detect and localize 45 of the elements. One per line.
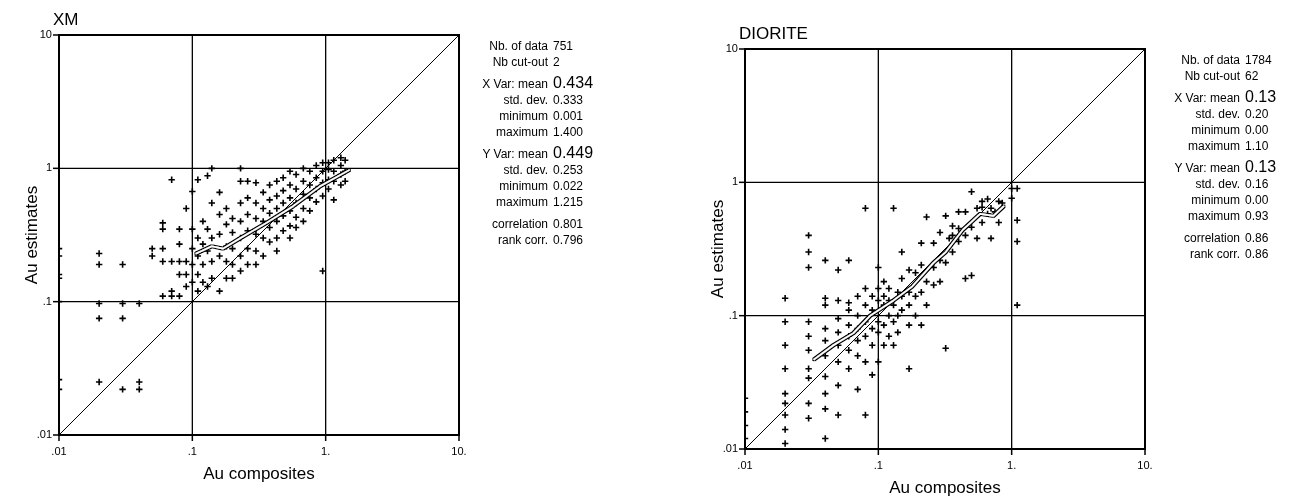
text: maximum 1.400 <box>495 125 584 139</box>
y-tick-label: .1 <box>42 294 52 307</box>
text: Nb. of data 1784 <box>1181 53 1273 67</box>
y-axis-title: Au estimates <box>708 199 727 299</box>
x-tick-label: .1 <box>873 459 883 471</box>
x-tick-label: .01 <box>51 445 67 457</box>
text: Nb cut-out 2 <box>492 55 560 69</box>
y-tick-label: 1 <box>731 175 738 188</box>
y-tick-label: 1 <box>45 161 52 174</box>
text: Nb. of data 751 <box>489 39 574 53</box>
x-tick-label: 1. <box>1007 459 1017 471</box>
text: std. dev. 0.253 <box>503 163 584 177</box>
text: maximum 0.93 <box>1187 209 1269 223</box>
text: std. dev. 0.16 <box>1195 177 1269 191</box>
text: correlation 0.86 <box>1183 231 1269 245</box>
text: minimum 0.00 <box>1191 123 1269 137</box>
chart-title: XM <box>53 10 79 29</box>
text: maximum 1.215 <box>495 195 584 209</box>
text: minimum 0.022 <box>499 179 584 193</box>
x-tick-label: .01 <box>737 459 753 471</box>
text: Nb cut-out 62 <box>1184 69 1259 83</box>
text: rank corr. 0.86 <box>1189 247 1269 261</box>
x-tick-label: 10. <box>451 445 467 457</box>
x-tick-label: 10. <box>1137 459 1153 471</box>
chart-title: DIORITE <box>739 24 808 43</box>
text: maximum 1.10 <box>1187 139 1269 153</box>
text: minimum 0.00 <box>1191 193 1269 207</box>
text: std. dev. 0.20 <box>1195 107 1269 121</box>
y-axis-title: Au estimates <box>22 185 41 285</box>
text: minimum 0.001 <box>499 109 584 123</box>
y-tick-label: .01 <box>36 427 52 440</box>
text: rank corr. 0.796 <box>497 233 584 247</box>
x-tick-label: .1 <box>187 445 197 457</box>
x-tick-label: 1. <box>321 445 331 457</box>
x-axis-title: Au composites <box>889 478 1001 497</box>
text: std. dev. 0.333 <box>503 93 584 107</box>
text: X Var: mean 0.434 <box>482 74 594 91</box>
text: Y Var: mean 0.449 <box>482 144 594 161</box>
text: Y Var: mean 0.13 <box>1174 158 1277 175</box>
y-tick-label: 10 <box>725 41 738 54</box>
text: correlation 0.801 <box>491 217 584 231</box>
x-axis-title: Au composites <box>203 464 315 483</box>
text: X Var: mean 0.13 <box>1174 88 1277 105</box>
y-tick-label: 10 <box>39 27 52 40</box>
y-tick-label: .1 <box>728 308 738 321</box>
